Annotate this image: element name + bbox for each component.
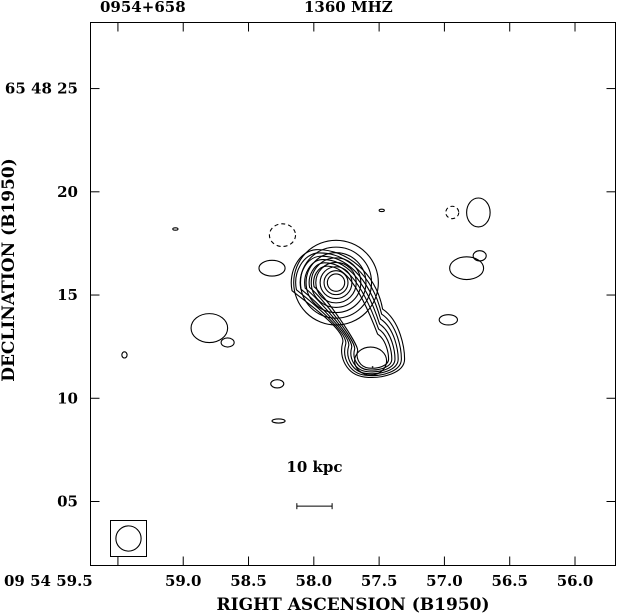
x-tick-label: 09 54 59.5 bbox=[4, 572, 93, 590]
y-tick-label: 15 bbox=[57, 286, 78, 304]
x-tick-label: 58.5 bbox=[230, 572, 267, 590]
x-tick-label: 56.5 bbox=[491, 572, 528, 590]
core-contour bbox=[326, 273, 346, 292]
x-tick-label: 56.0 bbox=[557, 572, 594, 590]
y-tick-label: 05 bbox=[57, 492, 78, 510]
x-tick-label: 59.0 bbox=[165, 572, 202, 590]
jet-lobe-contour bbox=[295, 252, 402, 377]
plot-frame bbox=[90, 22, 616, 566]
positive-island-contour bbox=[172, 227, 179, 231]
y-tick-label: 65 48 25 bbox=[5, 80, 78, 98]
jet-lobe-contour bbox=[313, 265, 390, 369]
positive-island-contour bbox=[270, 379, 285, 389]
jet-lobe-contour bbox=[304, 258, 396, 373]
contour-layer bbox=[121, 197, 491, 424]
negative-island-contour bbox=[268, 223, 297, 248]
y-axis-label: DECLINATION (B1950) bbox=[0, 158, 19, 382]
positive-island-contour bbox=[466, 197, 491, 228]
x-axis-ticks: 09 54 59.5 59.0 58.5 58.0 57.5 57.0 56.5 56.0 bbox=[4, 22, 594, 590]
beam-box bbox=[110, 520, 147, 557]
positive-island-contour bbox=[449, 256, 485, 281]
positive-island-contour bbox=[271, 418, 286, 424]
positive-island-contour bbox=[121, 351, 128, 359]
y-axis-ticks: 65 48 25 20 15 10 05 bbox=[5, 80, 616, 510]
lobe-peak bbox=[371, 366, 374, 368]
y-tick-label: 10 bbox=[57, 389, 78, 407]
positive-island-contour bbox=[378, 208, 385, 213]
positive-island-contour bbox=[258, 259, 286, 277]
y-tick-label: 20 bbox=[57, 183, 78, 201]
source-name: 0954+658 bbox=[100, 0, 186, 16]
scale-bar: 10 kpc bbox=[286, 458, 343, 510]
frequency-label: 1360 MHZ bbox=[304, 0, 393, 16]
x-tick-label: 57.0 bbox=[426, 572, 463, 590]
jet-lobe-contour bbox=[290, 249, 406, 378]
jet-lobe-contour bbox=[299, 255, 399, 375]
positive-island-contour bbox=[438, 314, 459, 326]
jet-lobe-contour bbox=[308, 262, 393, 371]
core-contour bbox=[323, 270, 349, 296]
beam-ellipse bbox=[115, 525, 142, 552]
x-tick-label: 57.5 bbox=[361, 572, 398, 590]
x-tick-label: 58.0 bbox=[296, 572, 333, 590]
positive-island-contour bbox=[190, 313, 229, 344]
lobe-inner-contour bbox=[354, 346, 388, 376]
scale-bar-label: 10 kpc bbox=[286, 458, 342, 476]
positive-island-contour bbox=[220, 337, 235, 348]
positive-island-contour bbox=[472, 250, 487, 262]
x-axis-label: RIGHT ASCENSION (B1950) bbox=[217, 595, 490, 615]
negative-island-contour bbox=[445, 205, 460, 220]
